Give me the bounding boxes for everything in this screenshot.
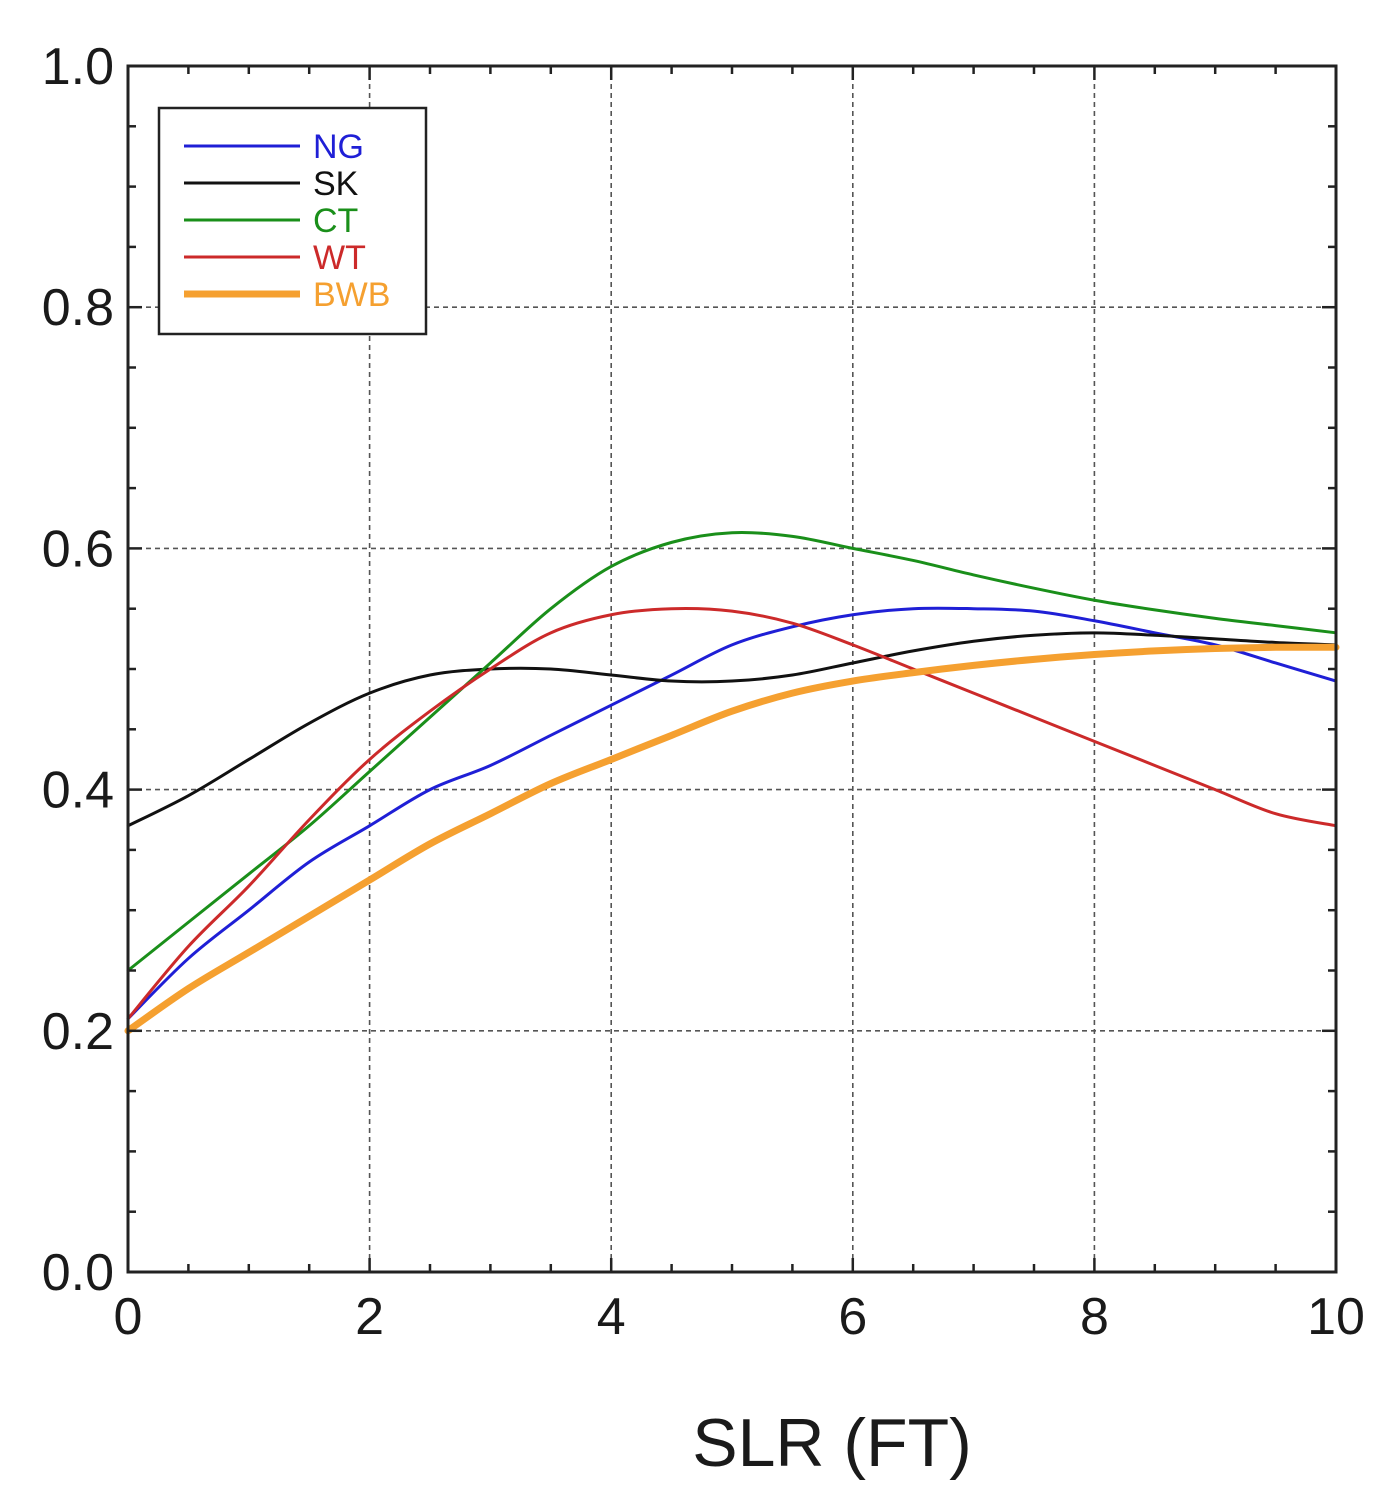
y-tick-label: 0.8	[42, 279, 114, 337]
legend-label-sk: SK	[313, 165, 359, 203]
legend-label-wt: WT	[313, 239, 366, 277]
x-axis-title: SLR (FT)	[692, 1405, 972, 1481]
grid	[128, 66, 1336, 1272]
x-tick-label: 6	[838, 1288, 867, 1346]
x-tick-labels: 0 2 4 6 8 10	[114, 1288, 1365, 1346]
y-tick-label: 0.4	[42, 762, 114, 820]
legend-label-bwb: BWB	[313, 276, 390, 314]
y-tick-label: 1.0	[42, 38, 114, 96]
y-tick-label: 0.0	[42, 1244, 114, 1302]
x-tick-label: 0	[114, 1288, 143, 1346]
axis-ticks	[126, 64, 1338, 1274]
x-tick-label: 2	[355, 1288, 384, 1346]
legend-label-ng: NG	[313, 128, 364, 166]
y-tick-label: 0.6	[42, 520, 114, 578]
series-line-bwb	[124, 643, 1340, 1035]
y-tick-label: 0.2	[42, 1003, 114, 1061]
y-tick-labels: 0.0 0.2 0.4 0.6 0.8 1.0	[42, 38, 114, 1302]
x-tick-label: 8	[1080, 1288, 1109, 1346]
series-lines	[124, 530, 1340, 1035]
series-line-ct	[126, 530, 1338, 972]
series-line-wt	[126, 606, 1338, 1021]
series-line-ng	[126, 606, 1338, 1021]
series-line-sk	[126, 631, 1338, 828]
x-tick-label: 10	[1307, 1288, 1365, 1346]
x-tick-label: 4	[597, 1288, 626, 1346]
legend-label-ct: CT	[313, 202, 358, 240]
